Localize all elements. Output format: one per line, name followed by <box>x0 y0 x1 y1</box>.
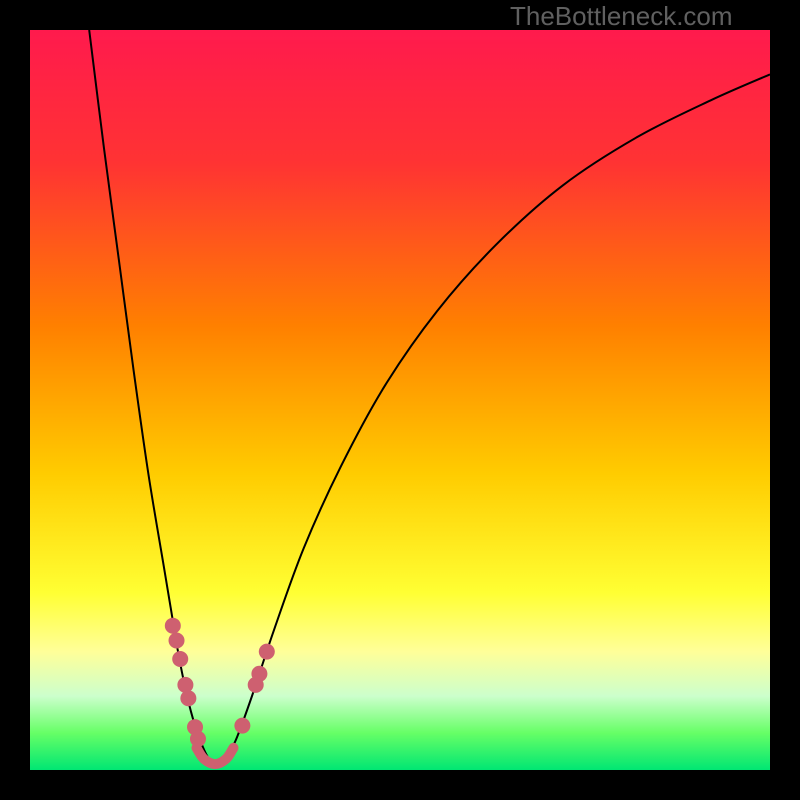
data-marker <box>165 618 181 634</box>
data-marker <box>172 651 188 667</box>
data-marker <box>180 690 196 706</box>
plot-area <box>30 30 770 770</box>
chart-svg <box>30 30 770 770</box>
data-marker <box>190 731 206 747</box>
watermark-text: TheBottleneck.com <box>510 1 733 32</box>
gradient-background <box>30 30 770 770</box>
data-marker <box>259 644 275 660</box>
chart-root: TheBottleneck.com <box>0 0 800 800</box>
data-marker <box>169 633 185 649</box>
data-marker <box>234 718 250 734</box>
data-marker <box>251 666 267 682</box>
data-marker <box>177 677 193 693</box>
